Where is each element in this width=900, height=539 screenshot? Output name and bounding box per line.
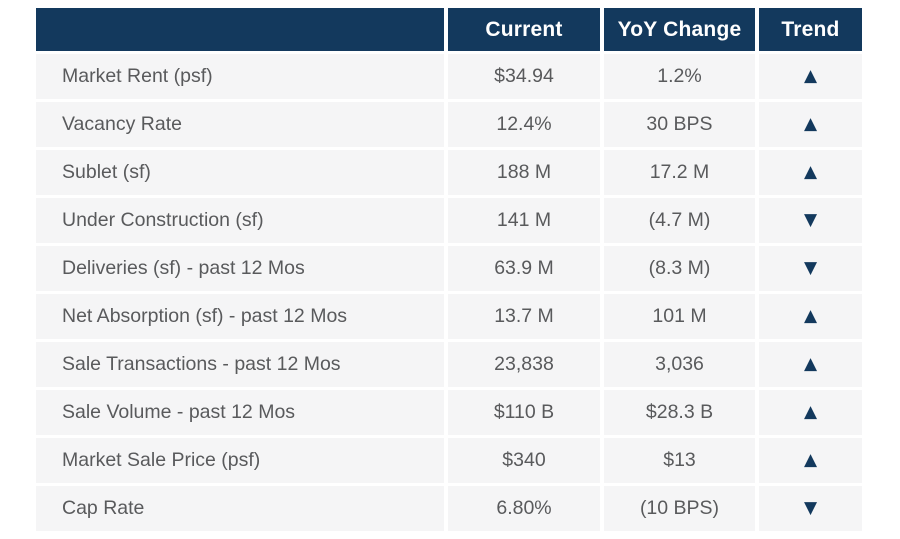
- trend-down-icon: ▼: [803, 258, 818, 278]
- trend-cell: ▲: [759, 390, 862, 435]
- row-label-sale-transactions-past-12-mos: Sale Transactions - past 12 Mos: [36, 342, 444, 387]
- trend-down-icon: ▼: [803, 210, 818, 230]
- trend-cell: ▼: [759, 198, 862, 243]
- row-label-sale-volume-past-12-mos: Sale Volume - past 12 Mos: [36, 390, 444, 435]
- yoy-change-value-cell: 3,036: [604, 342, 755, 387]
- current-value-cell: $34.94: [448, 54, 600, 99]
- current-value-cell: $110 B: [448, 390, 600, 435]
- row-label-market-rent-psf: Market Rent (psf): [36, 54, 444, 99]
- current-value-cell: 12.4%: [448, 102, 600, 147]
- row-label-cap-rate: Cap Rate: [36, 486, 444, 531]
- trend-up-icon: ▲: [803, 66, 818, 86]
- current-value-cell: 23,838: [448, 342, 600, 387]
- current-value-cell: 6.80%: [448, 486, 600, 531]
- trend-cell: ▲: [759, 438, 862, 483]
- yoy-change-value-cell: 17.2 M: [604, 150, 755, 195]
- row-label-vacancy-rate: Vacancy Rate: [36, 102, 444, 147]
- row-label-deliveries-sf-past-12-mos: Deliveries (sf) - past 12 Mos: [36, 246, 444, 291]
- trend-cell: ▼: [759, 246, 862, 291]
- trend-up-icon: ▲: [803, 354, 818, 374]
- current-value-cell: 188 M: [448, 150, 600, 195]
- yoy-change-value-cell: (10 BPS): [604, 486, 755, 531]
- trend-cell: ▲: [759, 102, 862, 147]
- row-label-market-sale-price-psf: Market Sale Price (psf): [36, 438, 444, 483]
- trend-up-icon: ▲: [803, 450, 818, 470]
- yoy-change-value-cell: (8.3 M): [604, 246, 755, 291]
- trend-up-icon: ▲: [803, 114, 818, 134]
- yoy-change-value-cell: 101 M: [604, 294, 755, 339]
- yoy-change-value-cell: 30 BPS: [604, 102, 755, 147]
- trend-cell: ▲: [759, 294, 862, 339]
- current-value-cell: $340: [448, 438, 600, 483]
- yoy-change-value-cell: $28.3 B: [604, 390, 755, 435]
- trend-down-icon: ▼: [803, 498, 818, 518]
- trend-cell: ▲: [759, 54, 862, 99]
- yoy-change-value-cell: 1.2%: [604, 54, 755, 99]
- trend-up-icon: ▲: [803, 402, 818, 422]
- current-value-cell: 13.7 M: [448, 294, 600, 339]
- row-label-under-construction-sf: Under Construction (sf): [36, 198, 444, 243]
- trend-up-icon: ▲: [803, 306, 818, 326]
- trend-cell: ▲: [759, 342, 862, 387]
- trend-cell: ▼: [759, 486, 862, 531]
- row-label-net-absorption-sf-past-12-mos: Net Absorption (sf) - past 12 Mos: [36, 294, 444, 339]
- trend-up-icon: ▲: [803, 162, 818, 182]
- trend-cell: ▲: [759, 150, 862, 195]
- current-value-cell: 63.9 M: [448, 246, 600, 291]
- row-label-sublet-sf: Sublet (sf): [36, 150, 444, 195]
- stats-grid: Current YoY Change Trend Market Rent (psf) $…: [36, 8, 862, 531]
- header-cell-current: Current: [448, 8, 600, 51]
- header-cell-blank: [36, 8, 444, 51]
- yoy-change-value-cell: $13: [604, 438, 755, 483]
- header-cell-trend: Trend: [759, 8, 862, 51]
- current-value-cell: 141 M: [448, 198, 600, 243]
- header-cell-yoy-change: YoY Change: [604, 8, 755, 51]
- yoy-change-value-cell: (4.7 M): [604, 198, 755, 243]
